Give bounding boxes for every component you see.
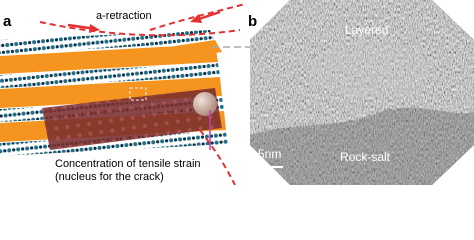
panel-label: a	[3, 13, 12, 30]
caption-line: (nucleus for the crack)	[55, 171, 164, 183]
scale-bar-label: 5nm	[258, 147, 281, 161]
page: a a-retraction Concentration of tensile …	[0, 0, 474, 185]
caption-line: Concentration of tensile strain	[55, 158, 201, 170]
region-label: Layered	[345, 23, 388, 37]
panel-label: b	[248, 13, 257, 30]
figure: a a-retraction Concentration of tensile …	[0, 0, 474, 185]
tem-image	[250, 0, 474, 185]
region-label: Rock-salt	[340, 150, 391, 164]
arrow-label: a-retraction	[96, 10, 152, 22]
layer-illustration	[0, 3, 252, 185]
